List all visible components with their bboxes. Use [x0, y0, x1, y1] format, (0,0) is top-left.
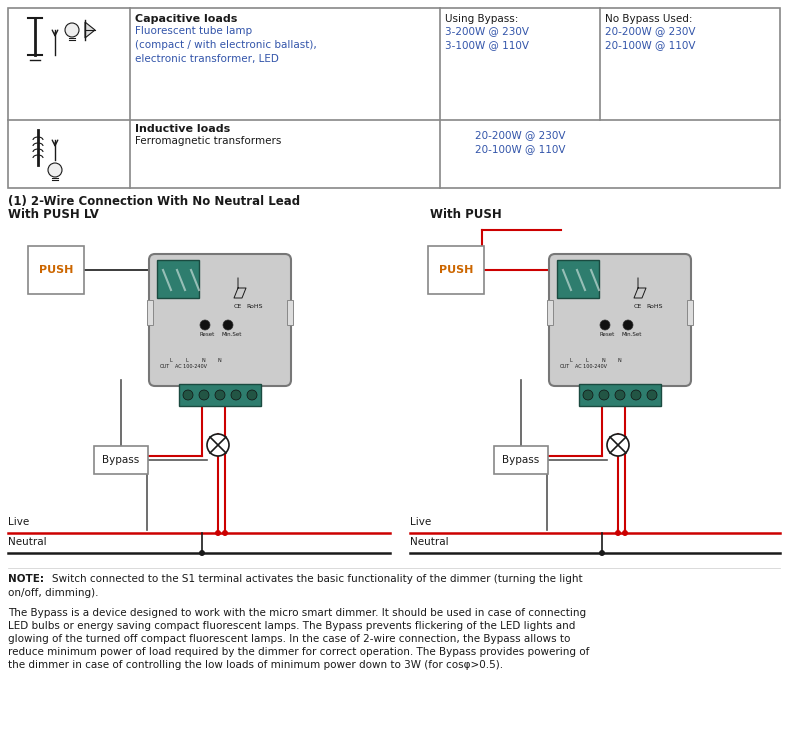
Text: Bypass: Bypass — [503, 455, 540, 465]
Text: Reset: Reset — [600, 332, 615, 337]
Circle shape — [215, 390, 225, 400]
Circle shape — [631, 390, 641, 400]
Circle shape — [223, 320, 233, 330]
Circle shape — [607, 434, 629, 456]
Bar — [147, 300, 153, 325]
Text: 3-200W @ 230V
3-100W @ 110V: 3-200W @ 230V 3-100W @ 110V — [445, 26, 529, 50]
FancyBboxPatch shape — [428, 246, 484, 294]
Text: Neutral: Neutral — [410, 537, 448, 547]
Text: The Bypass is a device designed to work with the micro smart dimmer. It should b: The Bypass is a device designed to work … — [8, 608, 586, 618]
Text: N: N — [617, 358, 621, 363]
Text: Neutral: Neutral — [8, 537, 46, 547]
Text: Switch connected to the S1 terminal activates the basic functionality of the dim: Switch connected to the S1 terminal acti… — [52, 574, 582, 584]
Text: CE: CE — [634, 304, 642, 309]
Text: OUT: OUT — [160, 364, 170, 369]
Text: Ferromagnetic transformers: Ferromagnetic transformers — [135, 136, 281, 146]
Text: AC 100-240V: AC 100-240V — [175, 364, 207, 369]
Text: Capacitive loads: Capacitive loads — [135, 14, 237, 24]
Circle shape — [200, 320, 210, 330]
Circle shape — [623, 320, 633, 330]
Circle shape — [199, 390, 209, 400]
Text: Min.Set: Min.Set — [622, 332, 642, 337]
Text: L: L — [169, 358, 173, 363]
Text: (1) 2-Wire Connection With No Neutral Lead: (1) 2-Wire Connection With No Neutral Le… — [8, 195, 300, 208]
Text: RoHS: RoHS — [246, 304, 262, 309]
FancyBboxPatch shape — [179, 384, 261, 406]
Text: No Bypass Used:: No Bypass Used: — [605, 14, 693, 24]
Text: Bypass: Bypass — [102, 455, 139, 465]
Text: L: L — [585, 358, 589, 363]
Circle shape — [647, 390, 657, 400]
Text: PUSH: PUSH — [439, 265, 473, 275]
Text: Reset: Reset — [200, 332, 215, 337]
Circle shape — [615, 530, 621, 536]
FancyBboxPatch shape — [549, 254, 691, 386]
Text: Fluorescent tube lamp
(compact / with electronic ballast),
electronic transforme: Fluorescent tube lamp (compact / with el… — [135, 26, 317, 64]
FancyBboxPatch shape — [157, 260, 199, 298]
Circle shape — [247, 390, 257, 400]
Circle shape — [183, 390, 193, 400]
Text: Inductive loads: Inductive loads — [135, 124, 230, 134]
Text: RoHS: RoHS — [646, 304, 663, 309]
Text: PUSH: PUSH — [39, 265, 73, 275]
Bar — [687, 300, 693, 325]
Text: on/off, dimming).: on/off, dimming). — [8, 588, 98, 598]
Text: With PUSH LV: With PUSH LV — [8, 208, 98, 221]
FancyBboxPatch shape — [94, 446, 148, 474]
Circle shape — [599, 390, 609, 400]
Circle shape — [583, 390, 593, 400]
FancyBboxPatch shape — [149, 254, 291, 386]
Text: the dimmer in case of controlling the low loads of minimum power down to 3W (for: the dimmer in case of controlling the lo… — [8, 660, 503, 670]
Text: CE: CE — [234, 304, 242, 309]
Text: 20-200W @ 230V
20-100W @ 110V: 20-200W @ 230V 20-100W @ 110V — [474, 130, 565, 154]
FancyBboxPatch shape — [579, 384, 661, 406]
Bar — [547, 300, 553, 325]
Text: L: L — [570, 358, 572, 363]
Text: AC 100-240V: AC 100-240V — [575, 364, 607, 369]
Text: N: N — [201, 358, 205, 363]
Text: With PUSH: With PUSH — [430, 208, 502, 221]
Circle shape — [199, 550, 205, 556]
Text: N: N — [601, 358, 605, 363]
FancyBboxPatch shape — [28, 246, 84, 294]
Text: Using Bypass:: Using Bypass: — [445, 14, 519, 24]
Circle shape — [215, 530, 221, 536]
Circle shape — [207, 434, 229, 456]
Text: 20-200W @ 230V
20-100W @ 110V: 20-200W @ 230V 20-100W @ 110V — [605, 26, 696, 50]
FancyBboxPatch shape — [494, 446, 548, 474]
Circle shape — [65, 23, 79, 37]
Circle shape — [600, 320, 610, 330]
Text: N: N — [217, 358, 221, 363]
Circle shape — [222, 530, 228, 536]
Circle shape — [231, 390, 241, 400]
Text: Min.Set: Min.Set — [222, 332, 243, 337]
Text: LED bulbs or energy saving compact fluorescent lamps. The Bypass prevents flicke: LED bulbs or energy saving compact fluor… — [8, 621, 575, 631]
Polygon shape — [85, 22, 95, 38]
Text: Live: Live — [8, 517, 29, 527]
Text: NOTE:: NOTE: — [8, 574, 44, 584]
Text: OUT: OUT — [560, 364, 571, 369]
Bar — [287, 300, 293, 325]
Text: reduce minimum power of load required by the dimmer for correct operation. The B: reduce minimum power of load required by… — [8, 647, 589, 657]
Circle shape — [615, 390, 625, 400]
Circle shape — [622, 530, 628, 536]
Circle shape — [48, 163, 62, 177]
Circle shape — [599, 550, 605, 556]
FancyBboxPatch shape — [557, 260, 599, 298]
Text: Live: Live — [410, 517, 431, 527]
Text: L: L — [186, 358, 188, 363]
Text: glowing of the turned off compact fluorescent lamps. In the case of 2-wire conne: glowing of the turned off compact fluore… — [8, 634, 571, 644]
